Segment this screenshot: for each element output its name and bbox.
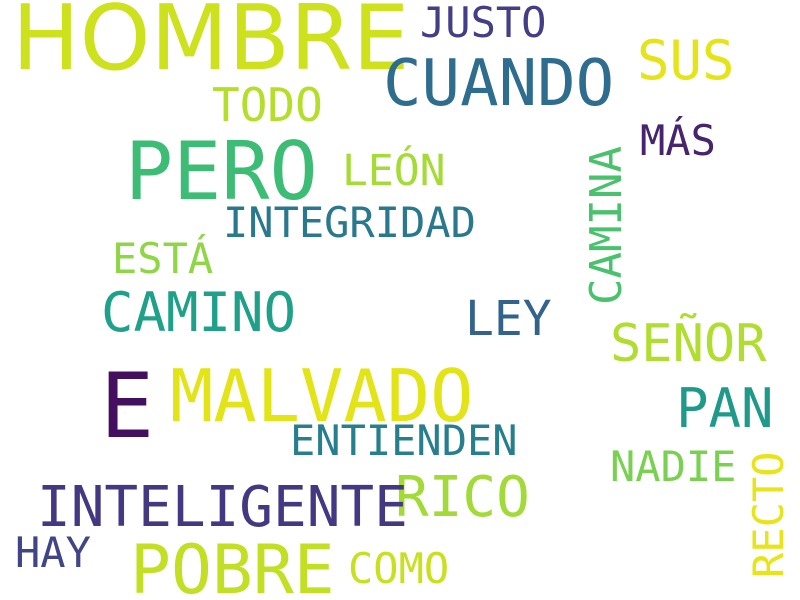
word-entienden: ENTIENDEN [290,416,518,465]
word-sus: SUS [637,29,735,92]
word-camina: CAMINA [581,146,632,305]
word-mas: MÁS [640,116,716,165]
word-nadie: NADIE [610,442,737,491]
word-esta: ESTÁ [112,234,214,283]
word-integridad: INTEGRIDAD [223,198,476,247]
word-rico: RICO [395,465,530,530]
word-como: COMO [348,544,450,593]
word-recto: RECTO [744,451,793,578]
word-senor: SEÑOR [610,314,767,374]
word-hombre: HOMBRE [12,0,410,91]
word-leon: LEÓN [342,146,446,196]
word-e: E [100,354,155,459]
word-cuando: CUANDO [383,47,615,121]
word-pobre: POBRE [130,531,335,600]
word-justo: JUSTO [420,0,547,47]
word-hay: HAY [15,528,91,577]
word-malvado: MALVADO [170,354,474,438]
word-todo: TODO [212,78,323,132]
word-pero: PERO [125,125,318,218]
word-inteligente: INTELIGENTE [37,475,408,540]
word-ley: LEY [465,291,552,347]
word-camino: CAMINO [101,281,297,344]
word-pan: PAN [676,377,774,440]
